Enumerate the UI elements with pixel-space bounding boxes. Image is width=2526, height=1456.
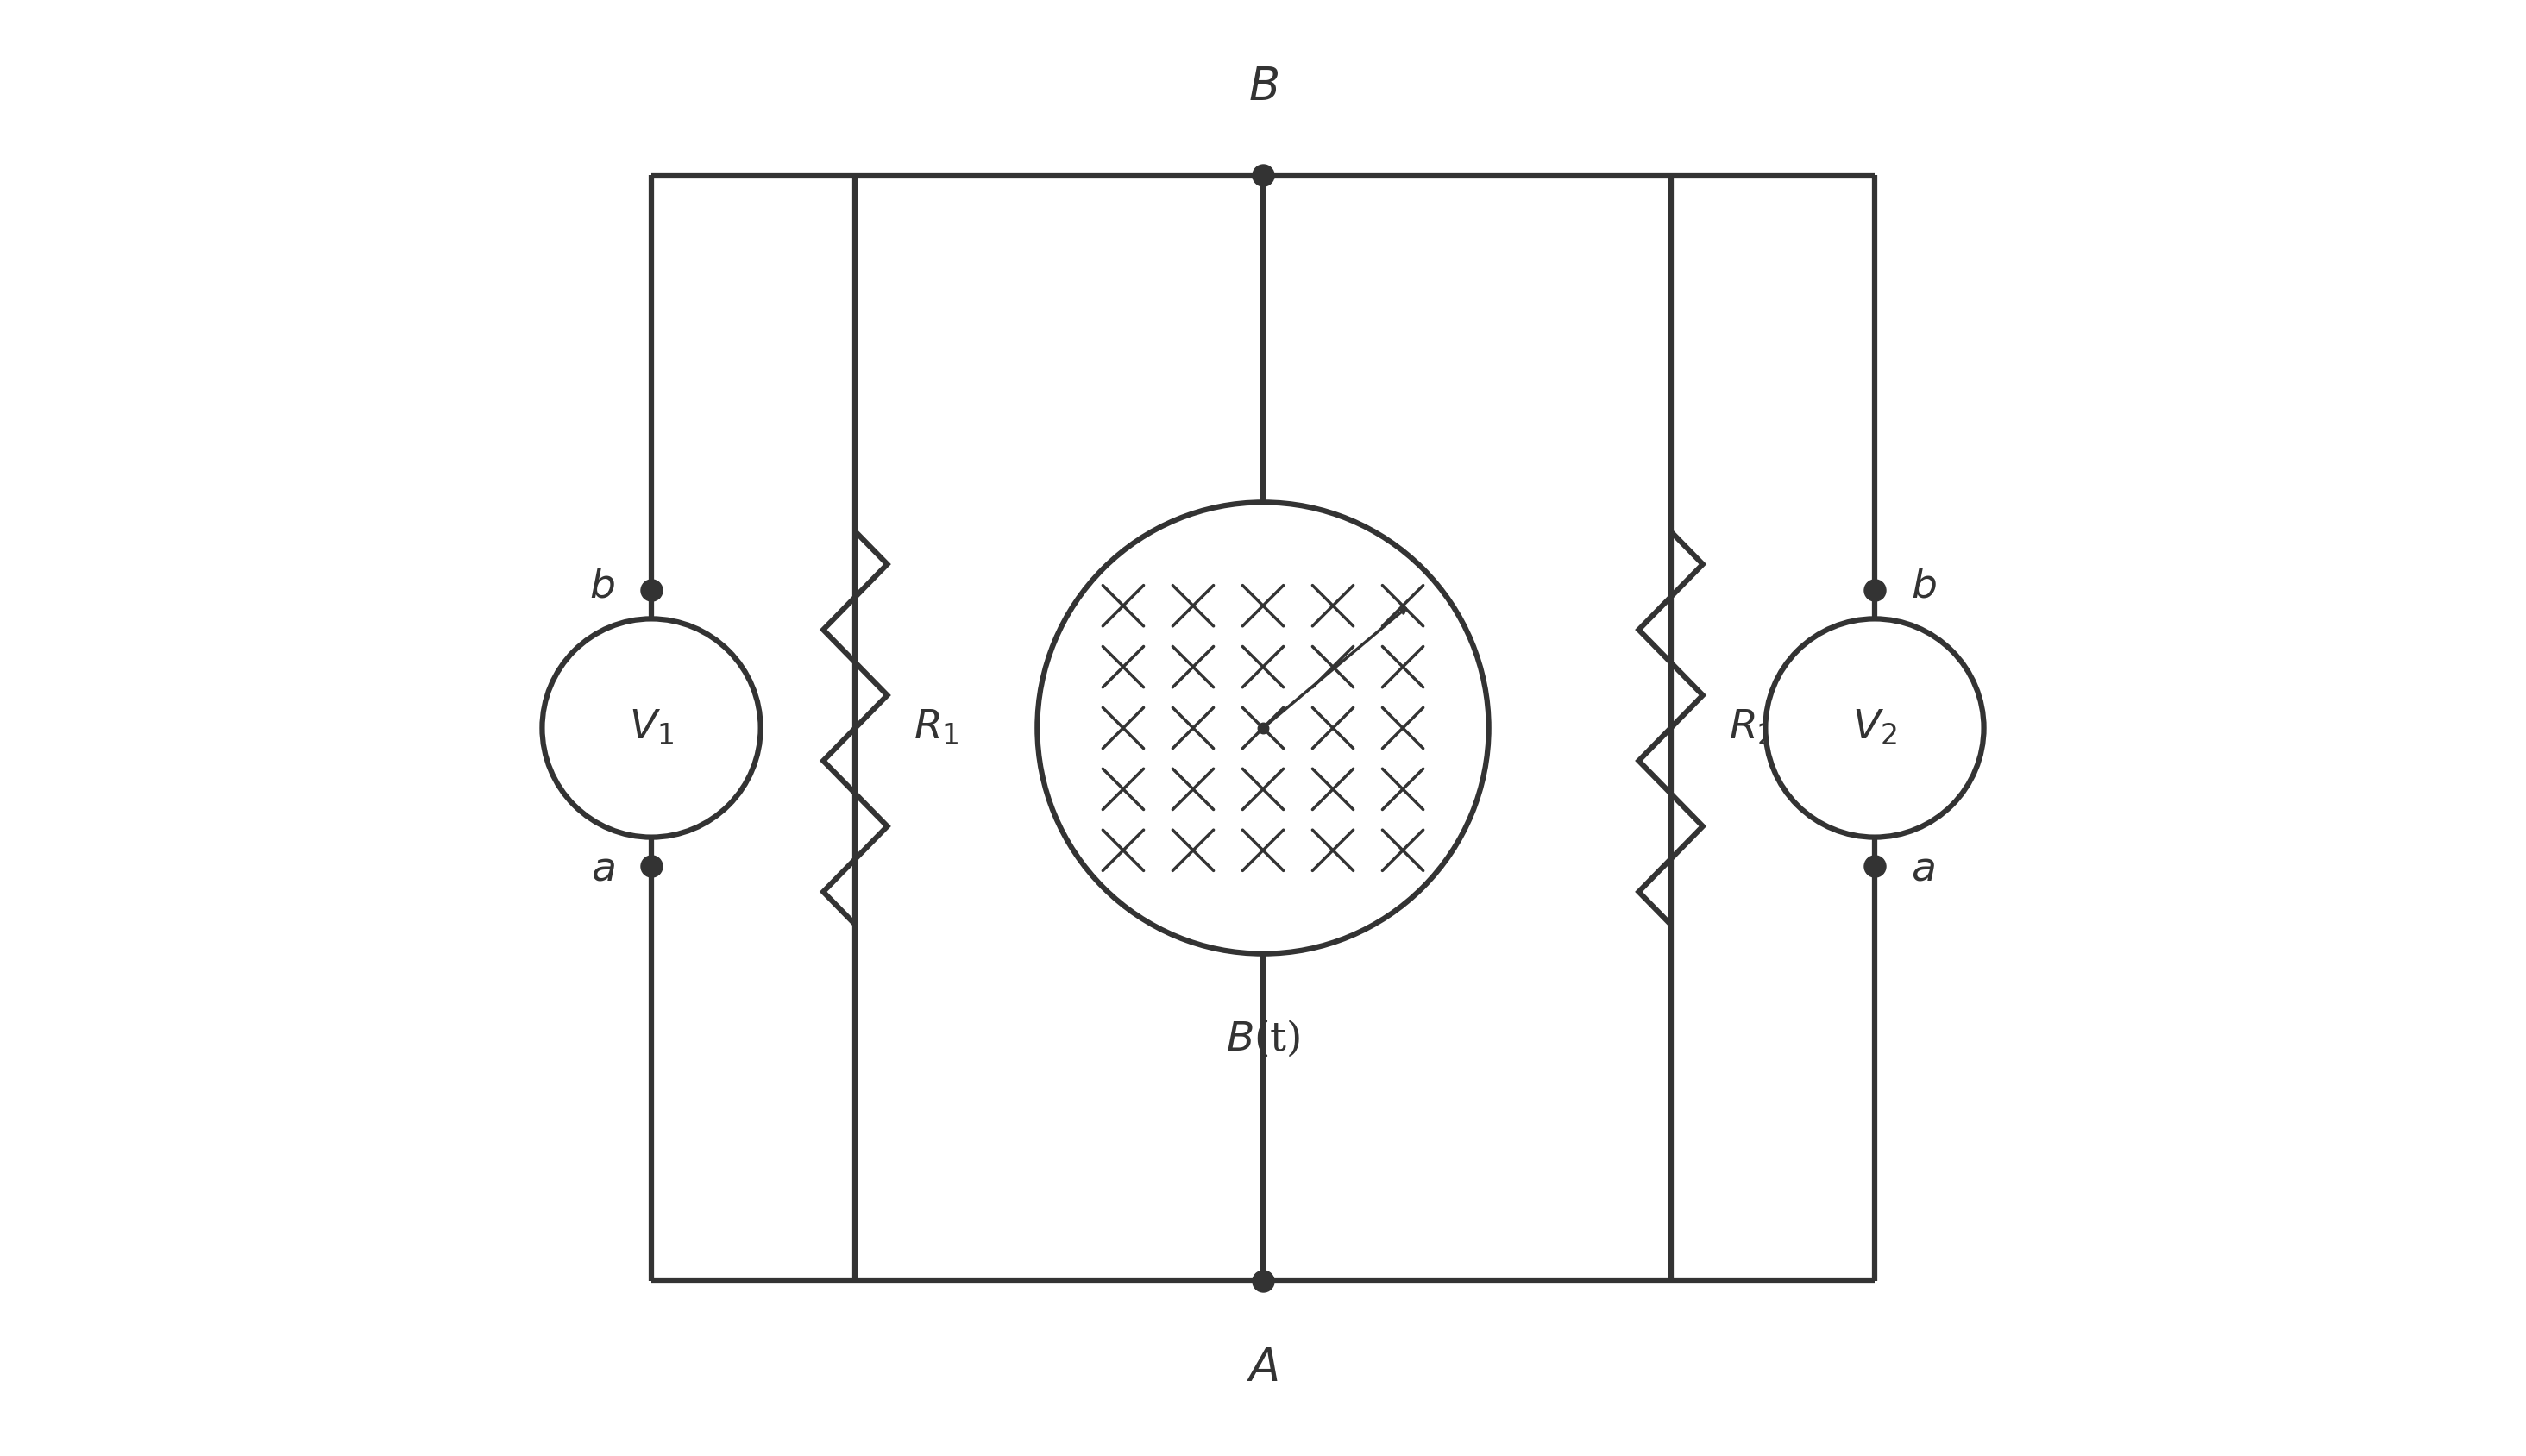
Circle shape xyxy=(1038,502,1488,954)
Text: $B$(t): $B$(t) xyxy=(1225,1019,1301,1060)
Text: $b$: $b$ xyxy=(589,568,614,606)
Text: $a$: $a$ xyxy=(1912,850,1935,888)
Text: $a$: $a$ xyxy=(591,850,614,888)
Circle shape xyxy=(1766,619,1983,837)
Circle shape xyxy=(543,619,760,837)
Text: $R_1$: $R_1$ xyxy=(914,709,960,747)
Text: $A$: $A$ xyxy=(1248,1347,1278,1390)
Text: $R_2$: $R_2$ xyxy=(1728,709,1773,747)
Text: $a$: $a$ xyxy=(1288,718,1311,753)
Text: $V_2$: $V_2$ xyxy=(1852,709,1897,747)
Text: $V_1$: $V_1$ xyxy=(629,709,674,747)
Text: $b$: $b$ xyxy=(1912,568,1937,606)
Text: $B$: $B$ xyxy=(1248,66,1278,109)
